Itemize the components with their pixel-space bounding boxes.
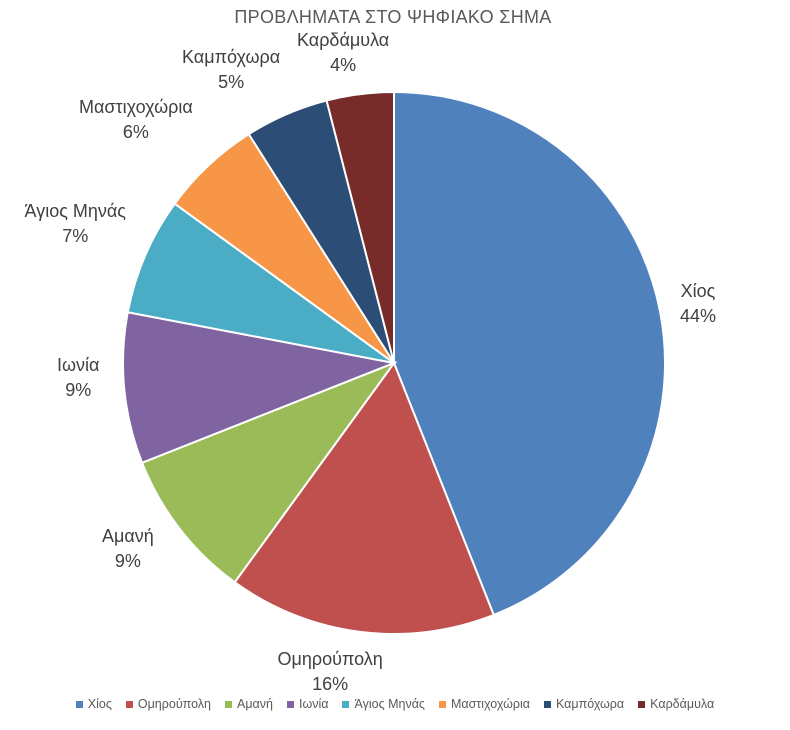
- pie-slice: [140, 360, 397, 584]
- legend-item: Καρδάμυλα: [638, 697, 714, 711]
- chart-title: ΠΡΟΒΛΗΜΑΤΑ ΣΤΟ ΨΗΦΙΑΚΟ ΣΗΜΑ: [234, 7, 552, 27]
- pie-slice: [325, 90, 395, 364]
- slice-data-label: Καμπόχωρα 5%: [182, 45, 280, 95]
- legend-label: Ιωνία: [298, 697, 329, 711]
- legend-item: Καμπόχωρα: [543, 697, 625, 711]
- legend-item: Αμανή: [225, 697, 273, 711]
- legend-swatch: [543, 700, 551, 708]
- slice-category-label: Άγιος Μηνάς: [24, 201, 126, 221]
- slice-category-label: Χίος: [680, 281, 716, 301]
- slice-category-label: Ομηρούπολη: [277, 649, 383, 669]
- legend-item: Χίος: [75, 697, 112, 711]
- slice-data-label: Άγιος Μηνάς 7%: [25, 199, 126, 249]
- slice-data-label: Μαστιχοχώρια 6%: [79, 95, 193, 145]
- legend-item: Άγιος Μηνάς: [342, 697, 425, 711]
- legend-label: Ομηρούπολη: [137, 697, 212, 711]
- slice-percent-label: 9%: [114, 551, 141, 571]
- legend-swatch: [225, 700, 233, 708]
- slice-data-label: Ομηρούπολη 16%: [278, 647, 383, 697]
- chart-legend: Χίος Ομηρούπολη Αμανή Ιωνία Άγιος Μηνάς Μαστι…: [0, 697, 790, 711]
- legend-swatch: [75, 700, 83, 708]
- slice-percent-label: 5%: [218, 72, 245, 92]
- legend-label: Άγιος Μηνάς: [354, 697, 425, 711]
- slice-percent-label: 44%: [680, 306, 717, 326]
- legend-item: Μαστιχοχώρια: [438, 697, 530, 711]
- legend-item: Ομηρούπολη: [125, 697, 212, 711]
- slice-category-label: Μαστιχοχώρια: [79, 97, 193, 117]
- slice-percent-label: 6%: [122, 122, 149, 142]
- legend-item: Ιωνία: [286, 697, 329, 711]
- legend-swatch: [638, 700, 646, 708]
- slice-category-label: Καμπόχωρα: [182, 47, 281, 67]
- legend-label: Καμπόχωρα: [555, 697, 625, 711]
- pie-slice: [393, 90, 666, 617]
- slice-category-label: Αμανή: [102, 526, 154, 546]
- slice-data-label: Χίος 44%: [680, 279, 716, 329]
- slice-data-label: Ιωνία 9%: [57, 353, 99, 403]
- legend-label: Καρδάμυλα: [650, 697, 715, 711]
- pie-slice: [126, 202, 395, 364]
- pie-slice: [233, 360, 496, 635]
- legend-label: Αμανή: [237, 697, 273, 711]
- slice-percent-label: 16%: [312, 674, 349, 694]
- legend-label: Μαστιχοχώρια: [450, 697, 530, 711]
- slice-percent-label: 7%: [62, 226, 89, 246]
- slice-category-label: Ιωνία: [57, 355, 100, 375]
- legend-label: Χίος: [87, 697, 112, 711]
- slice-percent-label: 9%: [65, 380, 92, 400]
- legend-swatch: [286, 700, 294, 708]
- legend-swatch: [438, 700, 446, 708]
- pie-slice: [122, 311, 398, 465]
- slice-data-label: Αμανή 9%: [102, 524, 154, 574]
- legend-swatch: [125, 700, 133, 708]
- slice-category-label: Καρδάμυλα: [297, 30, 390, 50]
- legend-swatch: [342, 700, 350, 708]
- slice-percent-label: 4%: [330, 55, 357, 75]
- slice-data-label: Καρδάμυλα 4%: [297, 28, 389, 78]
